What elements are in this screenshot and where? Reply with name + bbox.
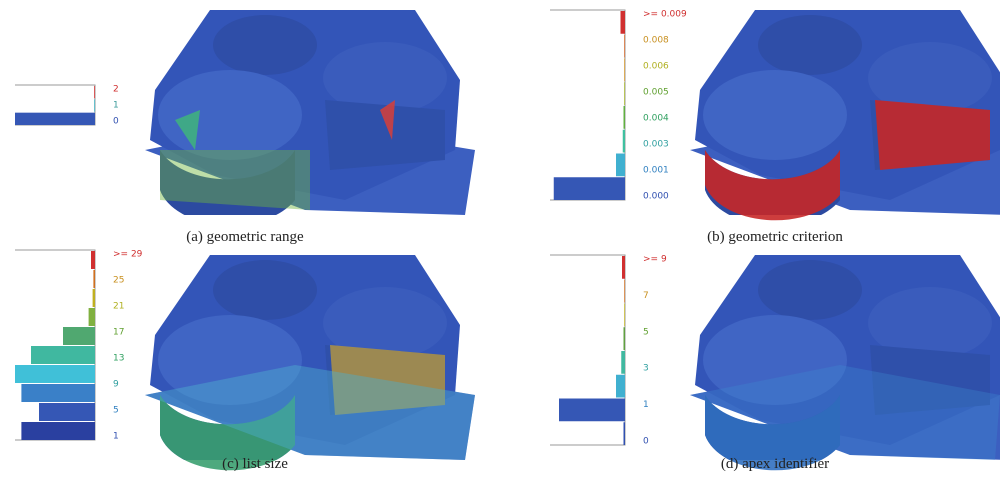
histogram-bar <box>624 422 626 445</box>
caption: (a) geometric range <box>186 229 304 245</box>
histogram-bar <box>39 403 95 421</box>
scale-label: 9 <box>113 380 119 390</box>
scale-label: 2 <box>113 85 119 95</box>
histogram-bar <box>624 327 626 350</box>
histogram-bar <box>624 59 625 82</box>
scale-label: 0.006 <box>643 62 669 72</box>
histogram-bar <box>21 422 95 440</box>
histogram-bar <box>624 304 625 327</box>
histogram-bar <box>623 130 625 153</box>
scale-label: 0 <box>643 437 649 447</box>
histogram-bar <box>624 280 625 303</box>
scale-label: 25 <box>113 276 124 286</box>
histogram-bar <box>621 351 625 374</box>
histogram-bar <box>616 154 625 177</box>
scale-label: 17 <box>113 328 124 338</box>
scale-label: 0.005 <box>643 88 669 98</box>
scale-label: 1 <box>643 400 649 410</box>
histogram-bar <box>21 384 95 402</box>
histogram-bar <box>94 86 95 98</box>
histogram-bar <box>15 113 95 125</box>
scale-label: 0.003 <box>643 140 669 150</box>
scale-label: >= 9 <box>643 255 667 265</box>
figure: 210(a) geometric range>= 0.0090.0080.006… <box>0 0 1000 484</box>
caption: (d) apex identifier <box>721 456 829 472</box>
histogram-bar <box>93 289 95 307</box>
scale-label: 5 <box>113 406 119 416</box>
histogram-bar <box>622 256 625 279</box>
histogram-frame <box>550 10 625 200</box>
scale-label: 13 <box>113 354 124 364</box>
caption: (c) list size <box>222 456 288 472</box>
histogram-bar <box>616 375 625 398</box>
scale-label: 3 <box>643 364 649 374</box>
histogram-bar <box>89 308 95 326</box>
scale-label: 0.000 <box>643 192 669 202</box>
histogram-bar <box>31 346 95 364</box>
histogram-bar <box>15 365 95 383</box>
scale-label: 0.004 <box>643 114 669 124</box>
caption: (b) geometric criterion <box>707 229 843 245</box>
histogram-bar <box>554 177 625 200</box>
histogram-bar <box>559 399 625 422</box>
histogram-bar <box>624 82 625 105</box>
scale-label: 5 <box>643 327 649 337</box>
scale-label: >= 0.009 <box>643 10 687 20</box>
scale-label: 0 <box>113 117 119 127</box>
histogram-bar <box>91 251 95 269</box>
histogram-bar <box>94 99 95 111</box>
scale-label: 7 <box>643 291 649 301</box>
histogram-bar <box>624 106 626 129</box>
histogram-bar <box>621 11 626 34</box>
scale-label: 1 <box>113 101 119 111</box>
scale-label: 0.008 <box>643 36 669 46</box>
scale-label: 1 <box>113 432 119 442</box>
histogram-bar <box>93 270 95 288</box>
scale-label: 0.001 <box>643 166 669 176</box>
scale-label: 21 <box>113 302 124 312</box>
histogram-bar <box>63 327 95 345</box>
scale-label: >= 29 <box>113 250 143 260</box>
histogram-bar <box>624 35 625 58</box>
